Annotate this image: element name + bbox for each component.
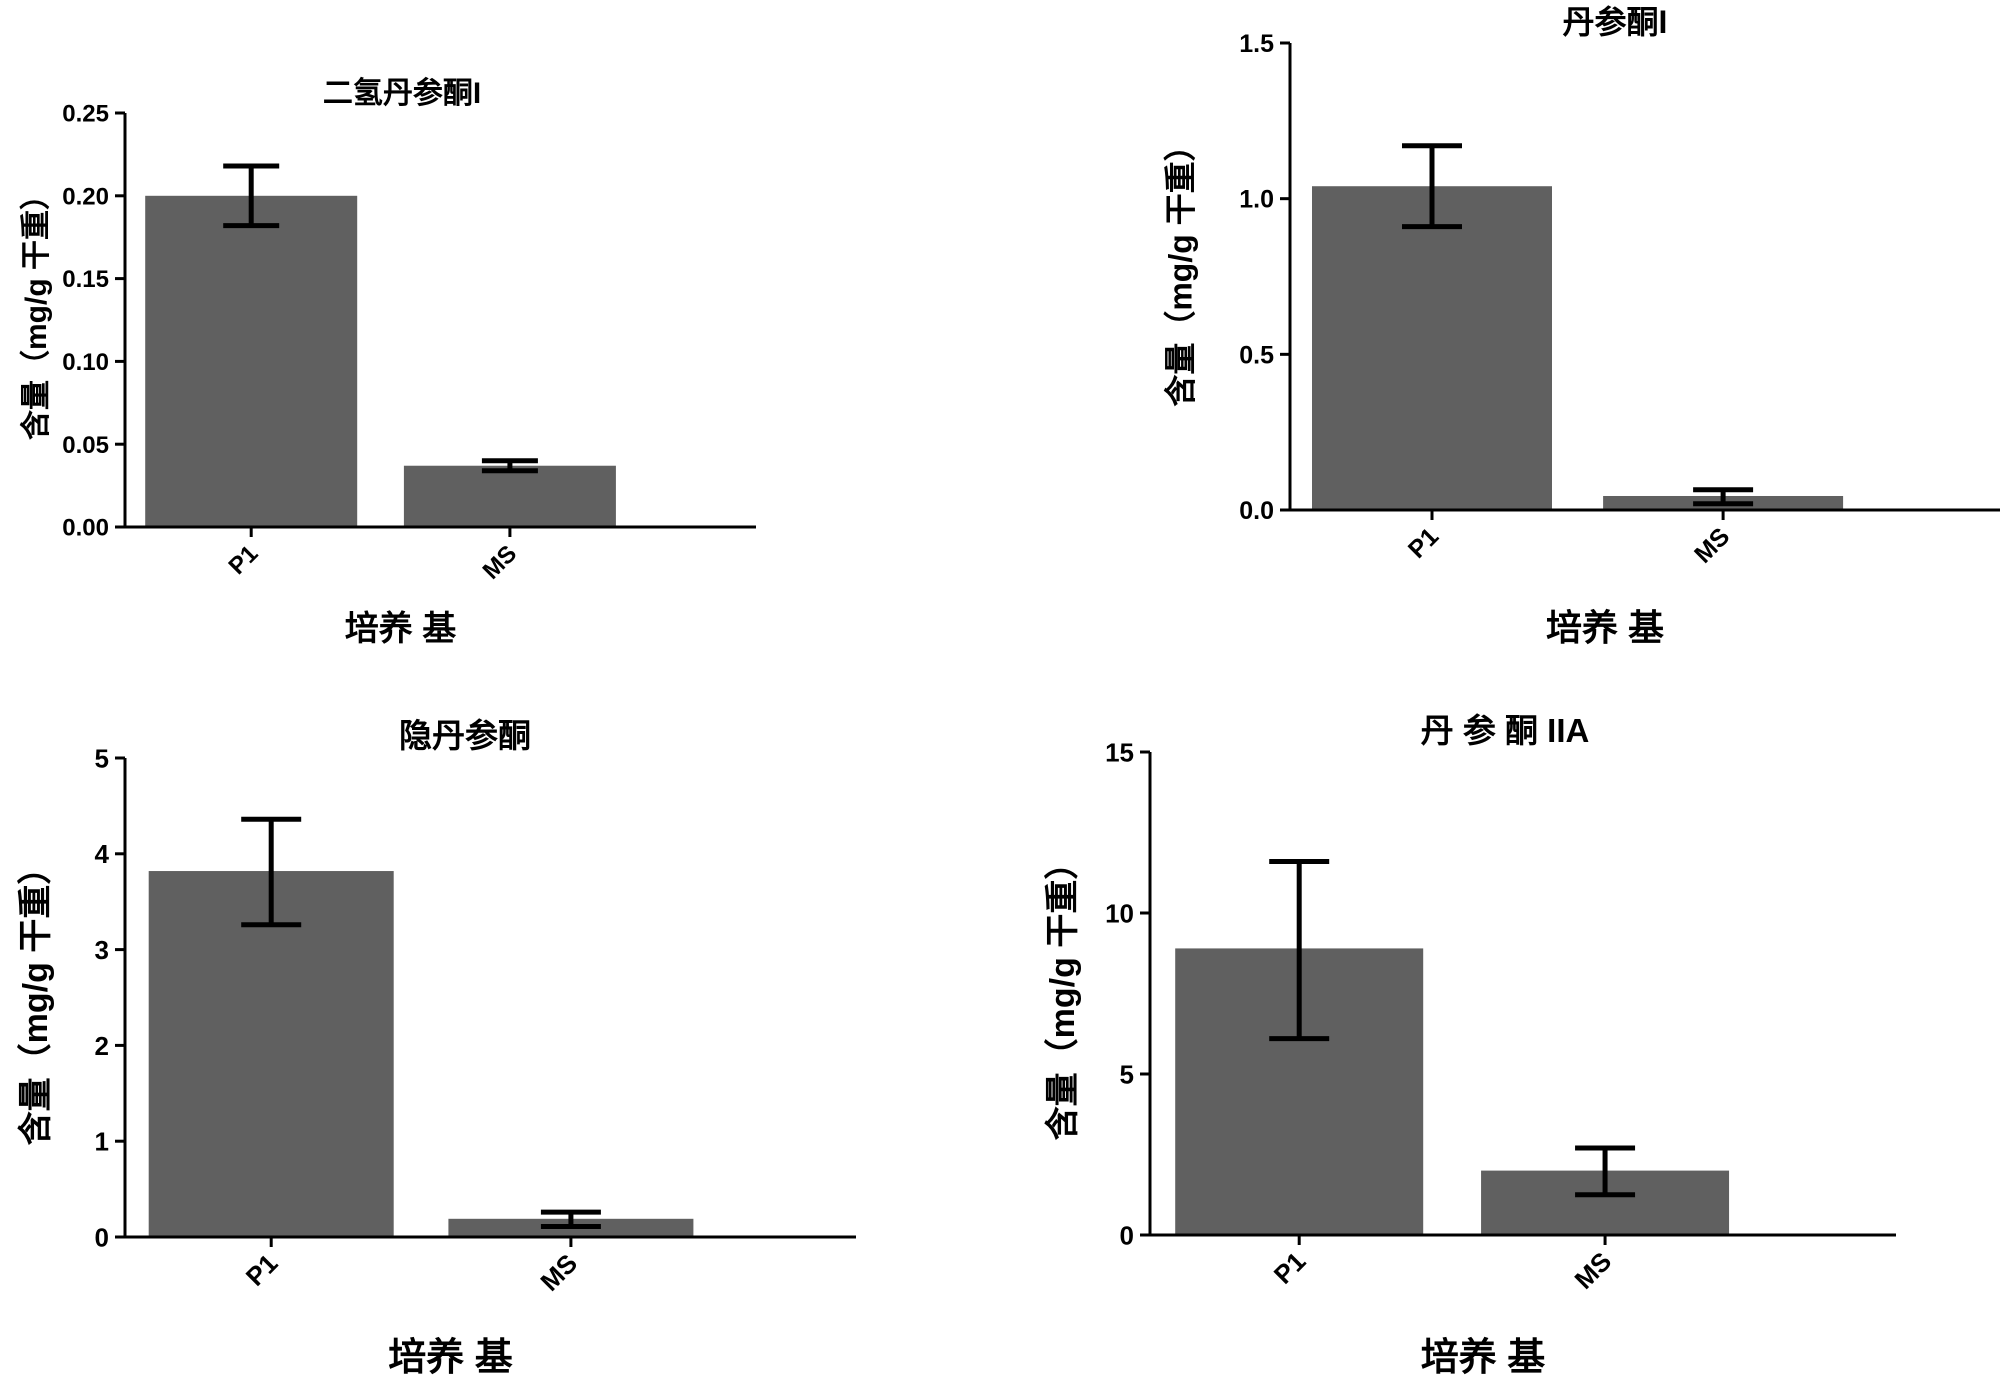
y-tick-label: 10 — [1105, 898, 1134, 928]
y-tick-label: 0.0 — [1239, 497, 1274, 525]
y-tick-label: 0 — [1120, 1220, 1134, 1250]
x-tick-label-p1: P1 — [1403, 522, 1444, 563]
y-axis-label: 含量（mg/g 干重） — [16, 851, 55, 1146]
chart-panel-3: 0 1 2 3 4 5 P1 MS 隐丹参酮培养 基 含量（mg/g 干重） — [16, 717, 856, 1379]
chart-title: 丹参酮I — [1563, 4, 1668, 40]
y-axis-label: 含量（mg/g 干重） — [1043, 846, 1082, 1141]
x-tick-label-p1: P1 — [1268, 1246, 1312, 1290]
bar-ms — [404, 466, 616, 527]
y-tick-label: 5 — [1120, 1059, 1134, 1089]
bar-p1 — [145, 196, 357, 527]
y-axis-label: 含量（mg/g 干重） — [1162, 129, 1198, 406]
y-axis-label: 含量（mg/g 干重） — [19, 180, 53, 440]
x-axis-label: 培养 基 — [1421, 1337, 1546, 1379]
chart-panel-2: 0.0 0.5 1.0 1.5 P1 MS 丹参酮I 培养 基 含量（mg/g 干重） — [1162, 4, 2000, 648]
y-tick-label: 1.5 — [1239, 30, 1274, 58]
y-tick-label: 0.05 — [62, 432, 109, 459]
x-tick-label-ms: MS — [478, 540, 523, 585]
y-tick-label: 15 — [1105, 737, 1134, 767]
y-tick-label: 0 — [95, 1222, 109, 1252]
x-tick-label-ms: MS — [1689, 522, 1735, 568]
y-tick-label: 2 — [95, 1031, 109, 1061]
chart-panel-1: 0.00 0.05 0.10 0.15 0.20 0.25 P1 MS 二氢丹参酮I 培养 基 含量… — [19, 77, 756, 648]
x-tick-label-ms: MS — [1569, 1246, 1618, 1295]
y-tick-label: 0.25 — [62, 101, 109, 128]
chart-title: 丹 参 酮 IIA — [1421, 712, 1590, 749]
chart-title: 隐丹参酮 — [399, 717, 531, 754]
bar-p1 — [1312, 186, 1552, 510]
y-tick-label: 0.10 — [62, 349, 109, 376]
x-tick-label-p1: P1 — [224, 540, 264, 580]
y-tick-label: 1.0 — [1239, 186, 1274, 214]
y-tick-label: 0.5 — [1239, 341, 1274, 369]
chart-panel-4: 0 5 10 15 P1 MS 丹 参 酮 IIA 培养 基 含量（mg/g 干重） — [1043, 712, 1896, 1379]
x-tick-label-p1: P1 — [240, 1248, 284, 1292]
y-tick-label: 1 — [95, 1127, 109, 1157]
y-tick-label: 0.00 — [62, 515, 109, 542]
y-tick-label: 0.15 — [62, 266, 109, 293]
y-tick-label: 3 — [95, 935, 109, 965]
x-axis-label: 培养 基 — [1546, 607, 1664, 648]
x-axis-label: 培养 基 — [345, 609, 456, 648]
x-tick-label-ms: MS — [534, 1248, 583, 1297]
y-tick-label: 0.20 — [62, 183, 109, 210]
y-tick-label: 4 — [95, 839, 110, 869]
y-tick-label: 5 — [95, 743, 109, 773]
chart-title: 二氢丹参酮I — [323, 77, 481, 110]
x-axis-label: 培养 基 — [388, 1337, 513, 1379]
